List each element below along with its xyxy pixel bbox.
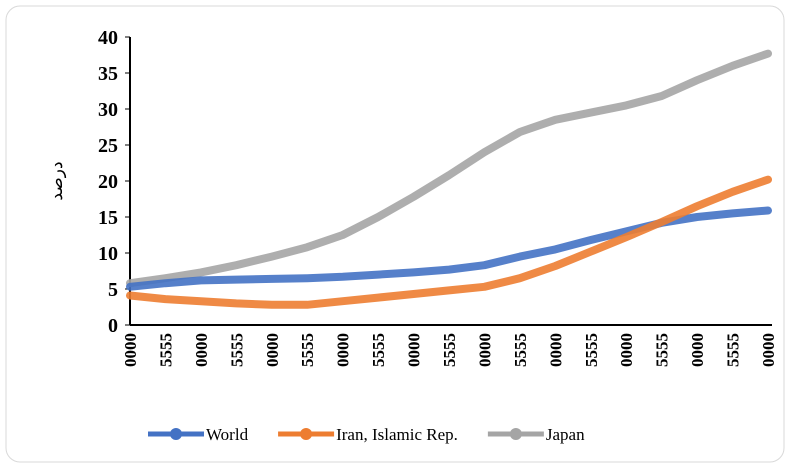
y-tick-label: 25 (98, 135, 118, 157)
x-tick-label: 0000 (263, 333, 282, 367)
legend-label: Iran, Islamic Rep. (336, 425, 458, 444)
x-tick-label: 0000 (546, 333, 565, 367)
y-tick-label: 30 (98, 99, 118, 121)
series-line (126, 49, 772, 288)
y-tick-label: 40 (98, 27, 118, 49)
y-tick-label: 20 (98, 171, 118, 193)
x-tick-label: 0000 (334, 333, 353, 367)
y-tick-label: 15 (98, 207, 118, 229)
x-tick-label: 5555 (227, 333, 246, 367)
x-tick-label: 0000 (688, 333, 707, 367)
legend-marker (170, 428, 182, 440)
legend-marker (509, 428, 522, 440)
y-tick-label: 10 (98, 243, 118, 265)
x-tick-label: 0000 (617, 333, 636, 367)
x-tick-label: 0000 (475, 333, 494, 367)
legend-marker (300, 428, 313, 440)
x-tick-label: 5555 (298, 333, 317, 367)
x-tick-label: 0000 (192, 333, 211, 367)
x-tick-label: 5555 (582, 333, 601, 367)
x-tick-label: 5555 (369, 333, 388, 367)
x-tick-label: 5555 (653, 333, 672, 367)
series-line (126, 175, 772, 309)
y-axis-label: درصد (47, 161, 67, 200)
x-tick-label: 5555 (440, 333, 459, 367)
x-tick-label: 0000 (405, 333, 424, 367)
x-tick-label: 5555 (511, 333, 530, 367)
legend-label: World (206, 425, 249, 444)
x-tick-label: 0000 (121, 333, 140, 367)
legend-label: Japan (546, 425, 585, 444)
y-tick-label: 5 (108, 279, 118, 301)
y-tick-label: 35 (98, 63, 118, 85)
chart-frame (5, 5, 785, 463)
x-tick-label: 5555 (724, 333, 743, 367)
x-tick-label: 5555 (156, 333, 175, 367)
x-tick-label: 0000 (759, 333, 778, 367)
y-tick-label: 0 (108, 315, 118, 337)
